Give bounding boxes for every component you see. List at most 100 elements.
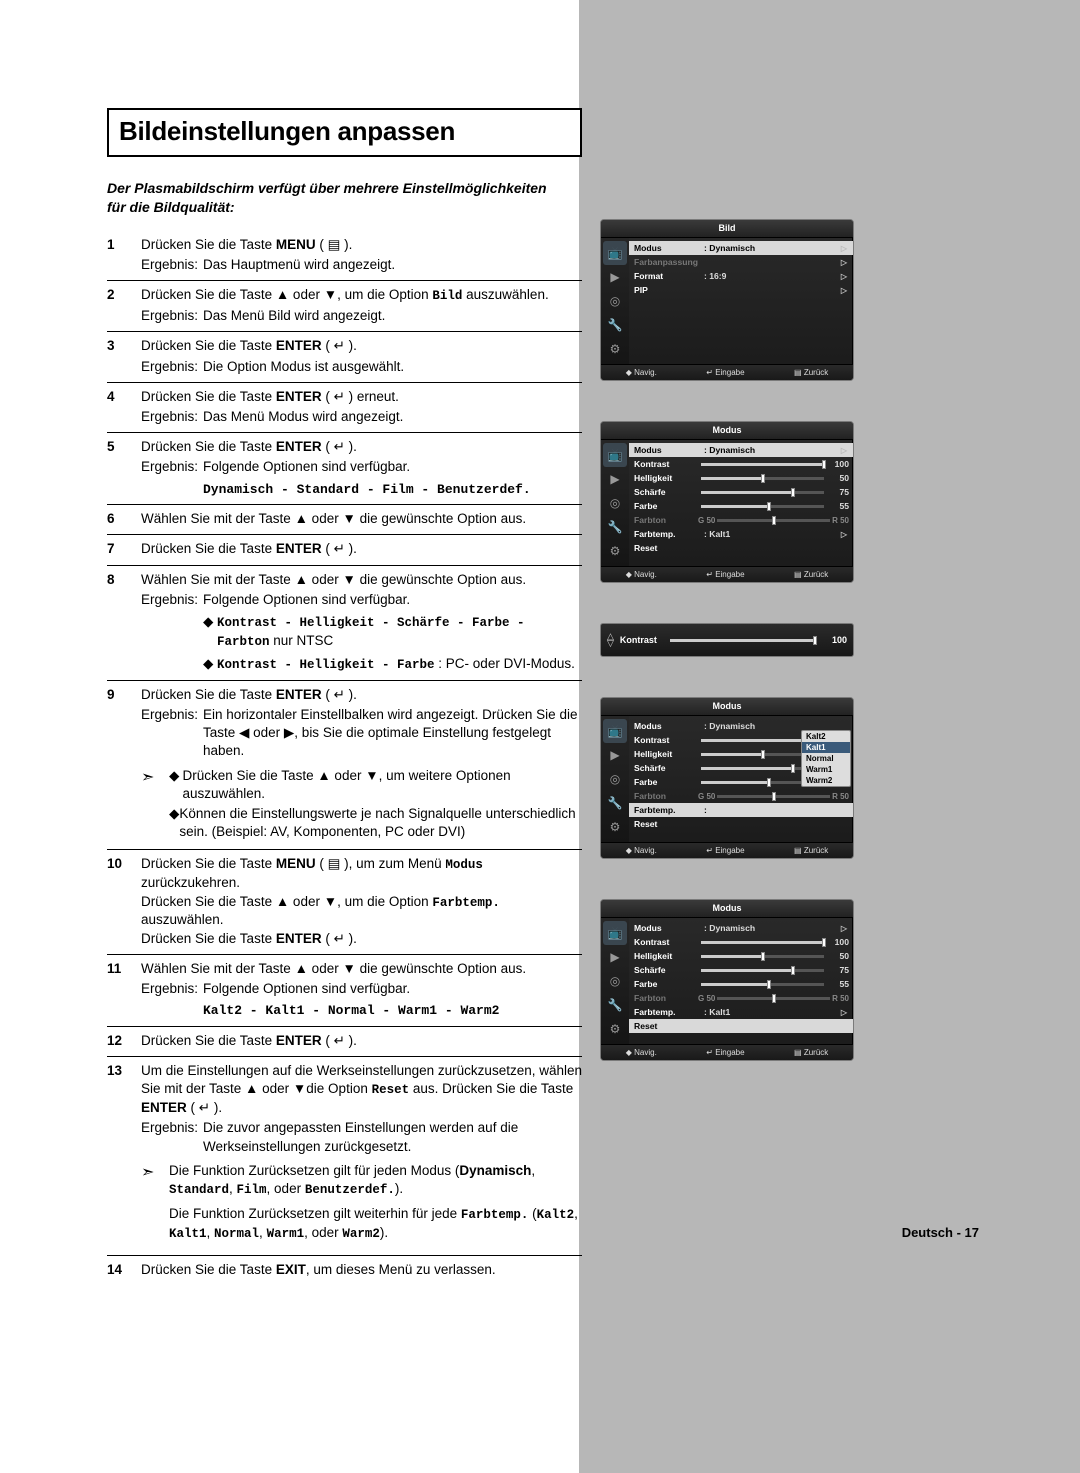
- step-body: Drücken Sie die Taste ▲ oder ▼, um die O…: [141, 286, 582, 325]
- step-number: 2: [107, 286, 141, 325]
- osd-row[interactable]: Schärfe75: [634, 963, 849, 977]
- options-list: Dynamisch - Standard - Film - Benutzerde…: [203, 481, 582, 499]
- osd-row[interactable]: Kontrast100: [634, 457, 849, 471]
- step-text: Drücken Sie die Taste EXIT, um dieses Me…: [141, 1261, 582, 1279]
- step-text: Drücken Sie die Taste ENTER ( ↵ ).: [141, 540, 582, 558]
- osd-row[interactable]: Modus: Dynamisch▷: [629, 241, 853, 255]
- osd-tab-icon[interactable]: 📺: [603, 719, 627, 743]
- osd-tab-icon[interactable]: ◎: [601, 767, 629, 791]
- step-number: 7: [107, 540, 141, 558]
- slider-track[interactable]: [670, 639, 817, 642]
- osd-tab-icon[interactable]: ▶: [601, 265, 629, 289]
- step-8: 8Wählen Sie mit der Taste ▲ oder ▼ die g…: [107, 565, 582, 680]
- osd-slider[interactable]: [701, 491, 824, 494]
- osd-row[interactable]: Reset: [634, 541, 849, 555]
- osd-tab-icon[interactable]: 🔧: [601, 993, 629, 1017]
- osd-farbton-slider[interactable]: G 50R 50: [698, 792, 849, 801]
- osd-row[interactable]: Farbe55: [634, 499, 849, 513]
- osd-row[interactable]: Helligkeit50: [634, 471, 849, 485]
- osd-tab-icon[interactable]: 📺: [603, 443, 627, 467]
- osd-tab-icon[interactable]: 🔧: [601, 313, 629, 337]
- osd-tab-icon[interactable]: 🔧: [601, 515, 629, 539]
- osd-popup-item[interactable]: Warm1: [802, 764, 850, 775]
- osd-row[interactable]: Reset: [629, 1019, 853, 1033]
- step-number: 11: [107, 960, 141, 1020]
- osd-popup-item[interactable]: Kalt1: [802, 742, 850, 753]
- osd-slider[interactable]: [701, 505, 824, 508]
- osd-row[interactable]: Format: 16:9▷: [634, 269, 849, 283]
- result-row: Ergebnis:Das Menü Bild wird angezeigt.: [141, 307, 582, 325]
- osd-row-label: Reset: [634, 543, 698, 553]
- osd-popup-item[interactable]: Kalt2: [802, 731, 850, 742]
- result-text: Folgende Optionen sind verfügbar.: [203, 980, 582, 998]
- osd-row[interactable]: Farbtemp.: Kalt1▷: [634, 527, 849, 541]
- osd-row[interactable]: FarbtonG 50R 50: [634, 991, 849, 1005]
- osd-row[interactable]: Farbe55: [634, 977, 849, 991]
- osd-row-label: Farbe: [634, 979, 698, 989]
- osd-row[interactable]: Farbanpassung▷: [634, 255, 849, 269]
- step-number: 12: [107, 1032, 141, 1050]
- osd-tab-icon[interactable]: ⚙: [601, 1017, 629, 1041]
- osd-row[interactable]: Modus: Dynamisch▷: [629, 443, 853, 457]
- osd-tab-icon[interactable]: ▶: [601, 467, 629, 491]
- result-label: Ergebnis:: [141, 307, 203, 325]
- osd-row[interactable]: FarbtonG 50R 50: [634, 513, 849, 527]
- result-row: Ergebnis:Die zuvor angepassten Einstellu…: [141, 1119, 582, 1155]
- osd-row[interactable]: Reset: [634, 817, 849, 831]
- title-box: Bildeinstellungen anpassen: [107, 108, 582, 157]
- osd-tab-icon[interactable]: 🔧: [601, 791, 629, 815]
- osd-row[interactable]: Farbtemp.: Kalt1▷: [634, 1005, 849, 1019]
- chevron-right-icon: ▷: [839, 244, 849, 253]
- osd-row[interactable]: PIP▷: [634, 283, 849, 297]
- osd-tab-icon[interactable]: ⚙: [601, 539, 629, 563]
- result-label: Ergebnis:: [141, 706, 203, 761]
- step-text: Drücken Sie die Taste ENTER ( ↵ ).: [141, 930, 582, 948]
- osd-row[interactable]: Farbtemp.:: [629, 803, 853, 817]
- osd-popup-item[interactable]: Normal: [802, 753, 850, 764]
- osd-slider[interactable]: [701, 941, 824, 944]
- osd-tabs: 📺▶◎🔧⚙: [601, 238, 629, 364]
- result-label: Ergebnis:: [141, 980, 203, 998]
- osd-row[interactable]: Modus: Dynamisch▷: [634, 921, 849, 935]
- options-list: Kalt2 - Kalt1 - Normal - Warm1 - Warm2: [203, 1002, 582, 1020]
- osd-slider-panel: △▽Kontrast100: [600, 623, 854, 657]
- osd-slider[interactable]: [701, 477, 824, 480]
- osd-popup-item[interactable]: Warm2: [802, 775, 850, 786]
- arrow-text: Die Funktion Zurücksetzen gilt weiterhin…: [169, 1205, 582, 1243]
- osd-farbton-slider[interactable]: G 50R 50: [698, 994, 849, 1003]
- osd-slider[interactable]: [701, 969, 824, 972]
- osd-row[interactable]: Schärfe75: [634, 485, 849, 499]
- osd-footer: ◆ Navig.↵ Eingabe▤ Zurück: [601, 364, 853, 380]
- osd-tab-icon[interactable]: ◎: [601, 491, 629, 515]
- osd-tab-icon[interactable]: ▶: [601, 945, 629, 969]
- osd-tabs: 📺▶◎🔧⚙: [601, 440, 629, 566]
- osd-slider[interactable]: [701, 983, 824, 986]
- step-text: Drücken Sie die Taste ▲ oder ▼, um die O…: [141, 893, 582, 930]
- osd-tab-icon[interactable]: ◎: [601, 969, 629, 993]
- result-row: Ergebnis:Ein horizontaler Einstellbalken…: [141, 706, 582, 761]
- step-text: Drücken Sie die Taste ▲ oder ▼, um die O…: [141, 286, 582, 305]
- step-body: Wählen Sie mit der Taste ▲ oder ▼ die ge…: [141, 571, 582, 674]
- osd-tab-icon[interactable]: ▶: [601, 743, 629, 767]
- osd-rows: Modus: Dynamisch▷Farbanpassung▷Format: 1…: [629, 238, 853, 364]
- steps-list: 1Drücken Sie die Taste MENU ( ▤ ).Ergebn…: [107, 231, 582, 1285]
- osd-rows: Modus: Dynamisch▷Kontrast100Helligkeit50…: [629, 918, 853, 1044]
- osd-row[interactable]: Helligkeit50: [634, 949, 849, 963]
- osd-farbton-slider[interactable]: G 50R 50: [698, 516, 849, 525]
- osd-tab-icon[interactable]: ◎: [601, 289, 629, 313]
- osd-row-value: : Dynamisch: [698, 243, 839, 253]
- result-text: Die zuvor angepassten Einstellungen werd…: [203, 1119, 582, 1155]
- osd-slider[interactable]: [701, 955, 824, 958]
- osd-tab-icon[interactable]: 📺: [603, 241, 627, 265]
- osd-tab-icon[interactable]: ⚙: [601, 337, 629, 361]
- step-5: 5Drücken Sie die Taste ENTER ( ↵ ).Ergeb…: [107, 432, 582, 504]
- osd-column: Bild📺▶◎🔧⚙Modus: Dynamisch▷Farbanpassung▷…: [600, 219, 854, 1101]
- osd-row[interactable]: FarbtonG 50R 50: [634, 789, 849, 803]
- osd-popup-list[interactable]: Kalt2Kalt1NormalWarm1Warm2: [801, 730, 851, 787]
- osd-slider[interactable]: [701, 463, 824, 466]
- step-number: 5: [107, 438, 141, 498]
- osd-tab-icon[interactable]: 📺: [603, 921, 627, 945]
- osd-tab-icon[interactable]: ⚙: [601, 815, 629, 839]
- osd-row[interactable]: Kontrast100: [634, 935, 849, 949]
- bullet-item: ◆Kontrast - Helligkeit - Farbe : PC- ode…: [203, 655, 582, 674]
